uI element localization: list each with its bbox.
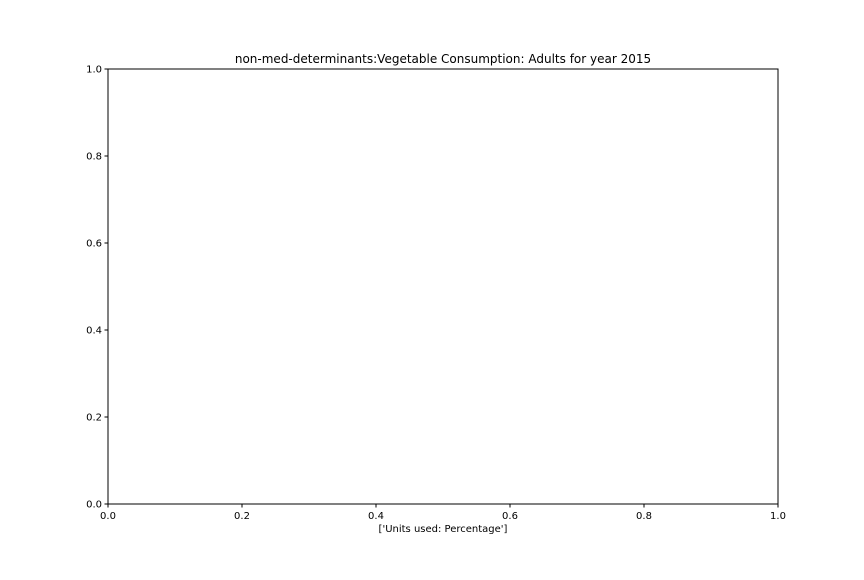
y-tick-label: 0.2: [86, 413, 102, 424]
x-tick-label: 0.0: [100, 511, 116, 522]
y-tick-label: 1.0: [86, 65, 102, 76]
plot-background: [108, 69, 778, 504]
y-tick-label: 0.6: [86, 239, 102, 250]
x-tick-label: 0.8: [636, 511, 652, 522]
x-tick-label: 0.4: [368, 511, 384, 522]
y-tick-label: 0.8: [86, 152, 102, 163]
x-axis: 0.0 0.2 0.4 0.6 0.8 1.0: [100, 504, 786, 522]
y-axis: 0.0 0.2 0.4 0.6 0.8 1.0: [86, 65, 108, 511]
x-tick-label: 1.0: [770, 511, 786, 522]
x-tick-label: 0.2: [234, 511, 250, 522]
y-tick-label: 0.4: [86, 326, 102, 337]
x-tick-label: 0.6: [502, 511, 518, 522]
plot-frame: [107, 68, 779, 505]
y-tick-label: 0.0: [86, 500, 102, 511]
chart-title: non-med-determinants:Vegetable Consumpti…: [235, 52, 651, 66]
x-axis-label: ['Units used: Percentage']: [379, 524, 508, 535]
